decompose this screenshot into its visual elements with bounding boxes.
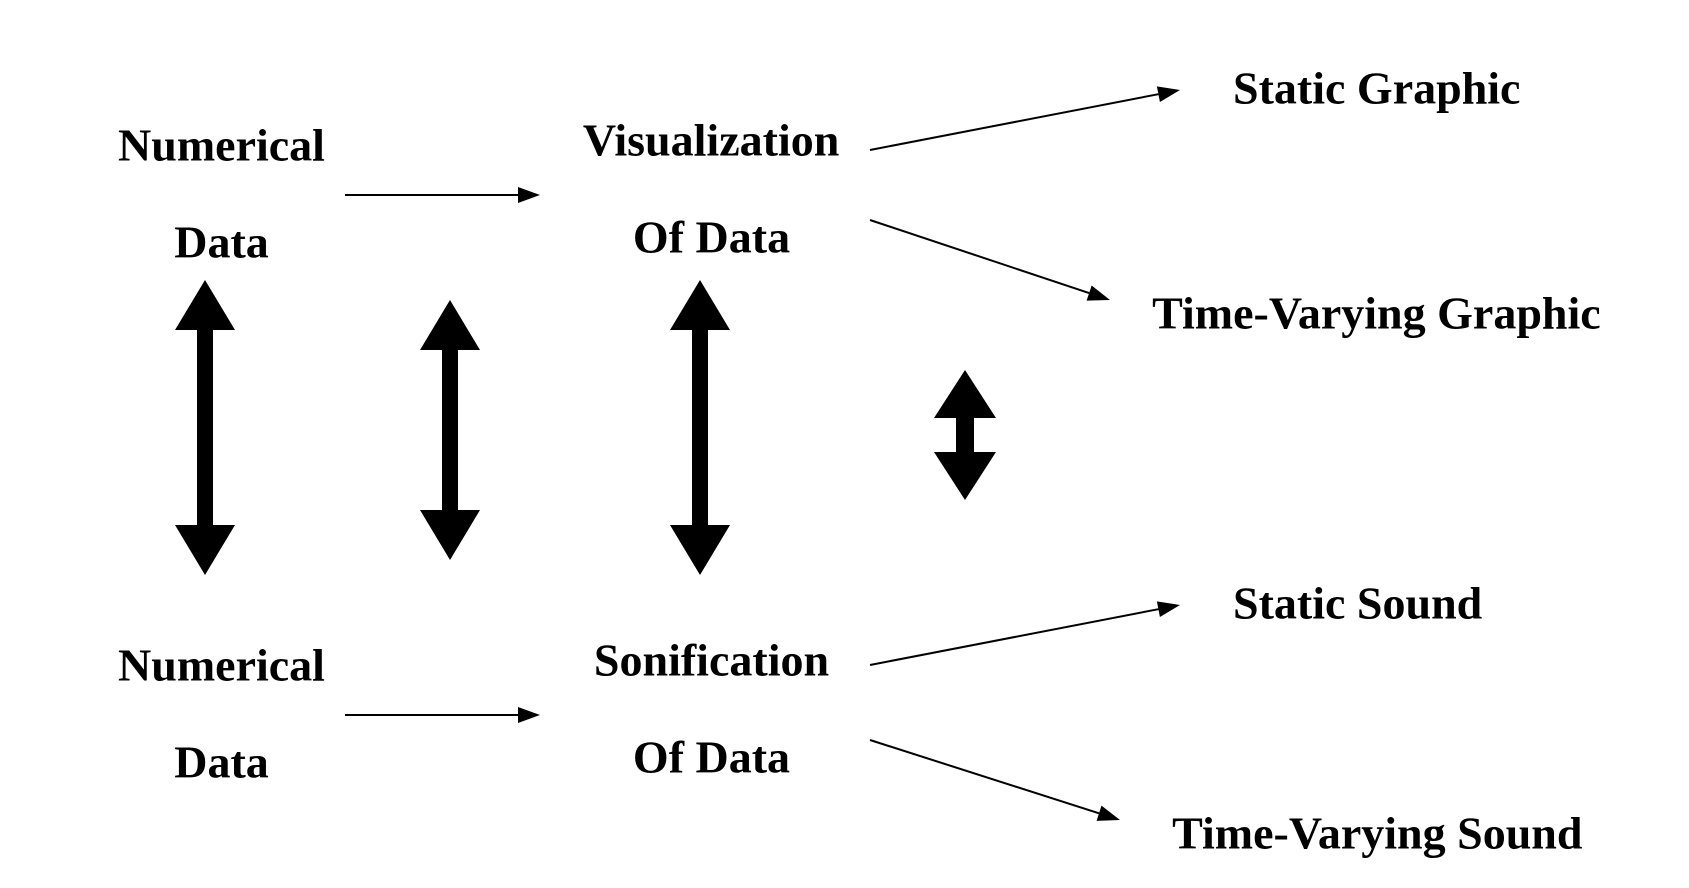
node-text: Static Sound [1233, 578, 1482, 629]
link-numerical [175, 280, 235, 575]
node-time-varying-graphic: Time-Varying Graphic [1130, 242, 1601, 339]
link-mid [420, 300, 480, 560]
node-numerical-top: Numerical Data [95, 73, 325, 266]
node-line1: Visualization [583, 115, 839, 166]
node-sonification: Sonification Of Data [571, 588, 829, 781]
node-line2: Data [174, 216, 269, 267]
thin-arrow [345, 707, 540, 723]
node-static-graphic: Static Graphic [1210, 17, 1520, 114]
node-line2: Of Data [633, 731, 790, 782]
node-line2: Of Data [633, 211, 790, 262]
node-text: Time-Varying Graphic [1152, 288, 1601, 339]
link-output [934, 370, 996, 500]
thin-arrow [870, 740, 1120, 821]
thin-arrow [870, 220, 1110, 301]
node-time-varying-sound: Time-Varying Sound [1150, 762, 1582, 859]
node-line1: Sonification [594, 635, 829, 686]
node-line2: Data [174, 736, 269, 787]
node-line1: Numerical [118, 640, 325, 691]
node-numerical-bottom: Numerical Data [95, 593, 325, 786]
node-static-sound: Static Sound [1210, 532, 1482, 629]
node-visualization: Visualization Of Data [561, 68, 840, 261]
node-text: Static Graphic [1233, 63, 1520, 114]
link-process [670, 280, 730, 575]
diagram-canvas: { "diagram": { "type": "flowchart", "bac… [0, 0, 1689, 888]
thin-arrow [345, 187, 540, 203]
node-line1: Numerical [118, 120, 325, 171]
thin-arrow [870, 601, 1180, 665]
thin-arrow [870, 86, 1180, 150]
node-text: Time-Varying Sound [1172, 808, 1582, 859]
